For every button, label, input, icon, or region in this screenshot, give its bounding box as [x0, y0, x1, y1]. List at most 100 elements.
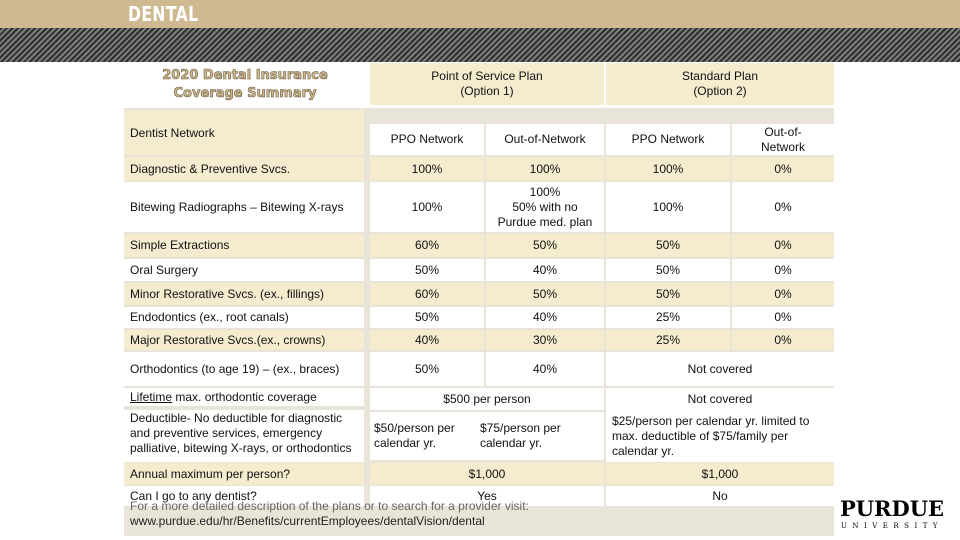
row-value-pos-ppo: 100% [370, 157, 484, 181]
footer-line: For a more detailed description of the p… [130, 499, 529, 513]
row-value-std-out: 0% [732, 307, 834, 328]
row-value-std-out-text-0: 0% [774, 286, 792, 301]
purdue-logo-main: PURDUE [839, 496, 945, 521]
row-value-std-ppo-text-0: 100% [652, 199, 684, 214]
row-value-std-out-text-0: 0% [774, 161, 792, 176]
row-value-pos-out-text-0: 50% [532, 286, 558, 301]
row-value-std-ppo: 50% [606, 283, 730, 305]
deductible-pos-out: $75/person per calendar yr. [476, 412, 604, 460]
footer-url[interactable]: www.purdue.edu/hr/Benefits/currentEmploy… [130, 514, 485, 528]
deductible-pos-ppo-text-0: $50/person per calendar yr. [374, 421, 455, 450]
col-header-std-out-text-0: Out-of- [764, 124, 802, 139]
row-value-std-out: 0% [732, 259, 834, 281]
row-value-std-ppo-text-0: 50% [655, 238, 681, 252]
row-value-pos-ppo-text-0: 40% [414, 332, 440, 347]
footer-note: For a more detailed description of the p… [130, 499, 830, 529]
row-value-pos-out-text-0: 40% [532, 262, 558, 277]
plan-header-standard-text-0: Standard Plan [681, 69, 759, 83]
row-value-pos-ppo-text-0: 100% [411, 161, 443, 176]
row-value-pos-ppo: 50% [370, 259, 484, 281]
ortho-label: Orthodontics (to age 19) – (ex., braces) [124, 352, 364, 386]
row-value-std-out-text-0: 0% [774, 199, 792, 214]
row-value-pos-ppo-text-0: 50% [414, 310, 440, 324]
row-value-std-out: 0% [732, 157, 834, 181]
annual-std-text-0: $1,000 [701, 466, 739, 481]
ortho-pos-ppo-text-0: 50% [414, 361, 440, 376]
deductible-label-lead: Deductible [130, 411, 187, 425]
row-value-std-out-text-0: 0% [774, 238, 792, 252]
row-value-std-ppo-text-0: 25% [655, 310, 681, 324]
row-value-pos-ppo-text-0: 50% [414, 262, 440, 277]
row-value-pos-ppo: 50% [370, 307, 484, 328]
plan-header-pos: Point of Service Plan (Option 1) [370, 63, 604, 105]
annual-pos-text-0: $1,000 [468, 466, 506, 481]
row-value-std-ppo-text-0: 50% [655, 286, 681, 301]
lifetime-label-rest: max. orthodontic coverage [172, 389, 317, 404]
row-value-pos-out-text-0: 50% [532, 238, 558, 252]
anydentist-std: No [606, 486, 834, 506]
row-value-std-ppo-text-0: 50% [655, 262, 681, 277]
row-value-pos-out: 50% [486, 283, 604, 305]
row-label-text-0: Diagnostic & Preventive Svcs. [130, 161, 291, 176]
annual-pos: $1,000 [370, 463, 604, 485]
lifetime-label-underlined: Lifetime [130, 389, 173, 404]
row-value-pos-ppo-text-0: 100% [411, 199, 443, 214]
row-label-text-0: Major Restorative Svcs.(ex., crowns) [130, 332, 326, 347]
plan-header-standard: Standard Plan (Option 2) [606, 63, 834, 105]
row-value-std-ppo-text-0: 25% [655, 332, 681, 347]
row-value-std-out: 0% [732, 283, 834, 305]
row-value-std-ppo: 50% [606, 234, 730, 257]
row-value-pos-out-text-0: 30% [532, 332, 558, 347]
summary-title-line2: Coverage Summary [173, 85, 317, 101]
row-value-std-ppo: 100% [606, 157, 730, 181]
col-header-pos-ppo-text-0: PPO Network [390, 132, 464, 146]
deductible-std: $25/person per calendar yr. limited to m… [606, 410, 834, 462]
row-value-pos-ppo-text-0: 60% [414, 286, 440, 301]
row-value-pos-out: 40% [486, 259, 604, 281]
summary-title: 2020 Dental Insurance Coverage Summary [130, 67, 360, 102]
row-value-pos-out-text-0: 100% [529, 184, 561, 199]
plan-header-pos-text-1: (Option 1) [460, 84, 514, 98]
row-value-pos-out: 100% 50% with no Purdue med. plan [486, 182, 604, 232]
row-label: Oral Surgery [124, 259, 364, 281]
annual-label-text-0: Annual maximum per person? [130, 466, 291, 481]
anydentist-label: Can I go to any dentist? [124, 486, 364, 506]
annual-label: Annual maximum per person? [124, 463, 364, 485]
col-header-std-out-text-1: Network [760, 139, 805, 154]
row-value-pos-ppo: 60% [370, 234, 484, 257]
row-value-pos-out: 50% [486, 234, 604, 257]
col-header-label: Dentist Network [124, 110, 364, 155]
row-label: Bitewing Radiographs – Bitewing X-rays [124, 182, 364, 232]
row-label-text-0: Minor Restorative Svcs. (ex., fillings) [130, 286, 325, 301]
lifetime-pos: $500 per person [370, 388, 604, 410]
lifetime-std-text-0: Not covered [687, 391, 753, 406]
row-value-std-out-text-0: 0% [774, 310, 792, 324]
row-label-text-0: Oral Surgery [130, 262, 199, 277]
summary-title-line1: 2020 Dental Insurance [162, 68, 328, 84]
row-value-std-out-text-0: 0% [774, 262, 792, 277]
row-label: Simple Extractions [124, 234, 364, 257]
row-value-std-out-text-0: 0% [774, 332, 792, 347]
row-label: Minor Restorative Svcs. (ex., fillings) [124, 283, 364, 305]
row-value-pos-out: 40% [486, 307, 604, 328]
row-value-pos-ppo: 100% [370, 182, 484, 232]
ortho-label-text-0: Orthodontics (to age 19) – (ex., braces) [130, 361, 340, 376]
header-bar: DENTAL [0, 0, 960, 28]
anydentist-std-text-0: No [712, 488, 728, 503]
row-value-pos-out-text-0: 40% [532, 310, 558, 324]
row-label-text-0: Bitewing Radiographs – Bitewing X-rays [130, 199, 344, 214]
row-value-std-ppo: 100% [606, 182, 730, 232]
row-value-pos-out: 30% [486, 330, 604, 350]
row-value-std-out: 0% [732, 182, 834, 232]
row-value-pos-ppo: 60% [370, 283, 484, 305]
lifetime-label: Lifetime max. orthodontic coverage [124, 388, 364, 406]
row-value-pos-ppo-text-0: 60% [414, 238, 440, 252]
col-header-pos-out-text-0: Out-of-Network [504, 132, 586, 146]
lifetime-std: Not covered [606, 388, 834, 410]
header-stripe [0, 28, 960, 62]
deductible-pos-out-text-0: $75/person per calendar yr. [480, 421, 561, 450]
purdue-logo: PURDUE UNIVERSITY [828, 498, 956, 530]
row-value-std-ppo: 25% [606, 307, 730, 328]
ortho-std: Not covered [606, 352, 834, 386]
row-value-std-ppo: 25% [606, 330, 730, 350]
